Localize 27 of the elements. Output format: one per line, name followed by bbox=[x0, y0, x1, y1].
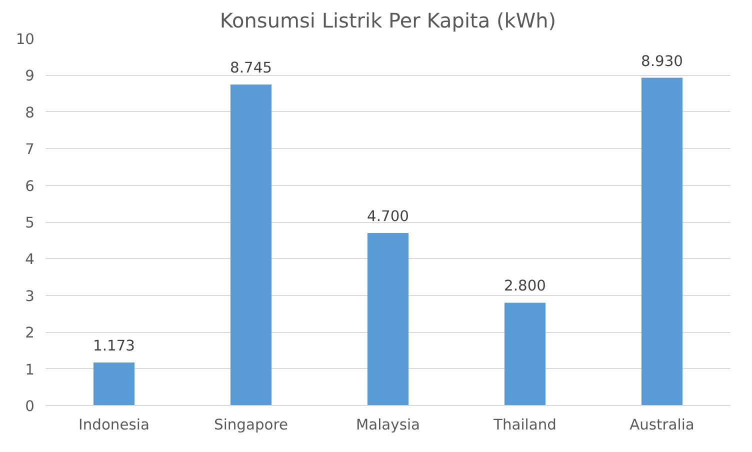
bar bbox=[641, 78, 683, 406]
y-tick-label: 1 bbox=[25, 361, 35, 378]
y-tick-label: 4 bbox=[25, 251, 35, 268]
bar bbox=[367, 233, 409, 406]
x-tick-label: Malaysia bbox=[356, 416, 420, 434]
chart-title: Konsumsi Listrik Per Kapita (kWh) bbox=[220, 8, 556, 32]
y-tick-label: 2 bbox=[25, 324, 35, 342]
y-tick-label: 8 bbox=[25, 104, 35, 122]
x-tick-label: Thailand bbox=[492, 416, 556, 434]
y-tick-label: 0 bbox=[25, 398, 35, 415]
y-tick-label: 10 bbox=[16, 31, 35, 48]
y-tick-label: 7 bbox=[25, 141, 35, 158]
data-label: 2.800 bbox=[504, 278, 546, 295]
bar bbox=[504, 302, 546, 406]
x-tick-label: Singapore bbox=[214, 416, 288, 434]
y-tick-label: 9 bbox=[25, 68, 35, 85]
x-tick-label: Australia bbox=[630, 416, 694, 434]
data-label: 1.173 bbox=[93, 337, 135, 354]
data-label: 4.700 bbox=[367, 208, 409, 226]
data-label: 8.930 bbox=[641, 52, 683, 70]
bar bbox=[93, 362, 135, 406]
y-tick-label: 6 bbox=[25, 178, 35, 195]
data-label: 8.745 bbox=[230, 60, 272, 77]
y-tick-label: 5 bbox=[25, 214, 35, 232]
y-tick-label: 3 bbox=[25, 288, 35, 305]
x-tick-label: Indonesia bbox=[78, 416, 150, 434]
bar bbox=[230, 84, 272, 406]
